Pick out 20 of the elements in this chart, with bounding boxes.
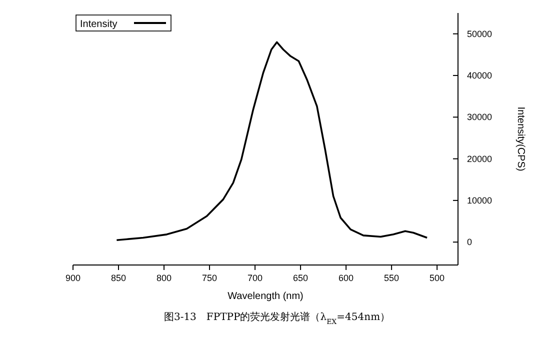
y-tick-label: 20000: [467, 154, 492, 164]
y-axis-title: Intensity(CPS): [515, 106, 526, 172]
y-tick-label: 50000: [467, 28, 492, 39]
x-tick-label: 800: [156, 273, 172, 283]
x-tick-label: 850: [110, 273, 126, 283]
x-tick-label: 750: [202, 273, 218, 283]
line-series: [116, 41, 428, 241]
x-tick-label: 600: [338, 273, 354, 283]
x-tick-label: 550: [384, 273, 400, 283]
x-tick-label: 700: [248, 273, 263, 283]
y-tick-label: 0: [467, 237, 472, 248]
y-tick-label: 10000: [467, 195, 492, 206]
x-tick-label: 500: [430, 273, 445, 283]
x-tick-label: 650: [293, 273, 308, 283]
y-tick-label: 40000: [467, 70, 492, 80]
x-tick-label: 900: [65, 273, 81, 283]
legend-label: Intensity: [80, 19, 118, 30]
y-tick-label: 30000: [467, 112, 492, 122]
x-axis-title: Wavelength (nm): [228, 291, 304, 302]
caption: 图3-13 FPTPP的荧光发射光谱（λ$_{EX}$=454nm）: [164, 311, 390, 326]
